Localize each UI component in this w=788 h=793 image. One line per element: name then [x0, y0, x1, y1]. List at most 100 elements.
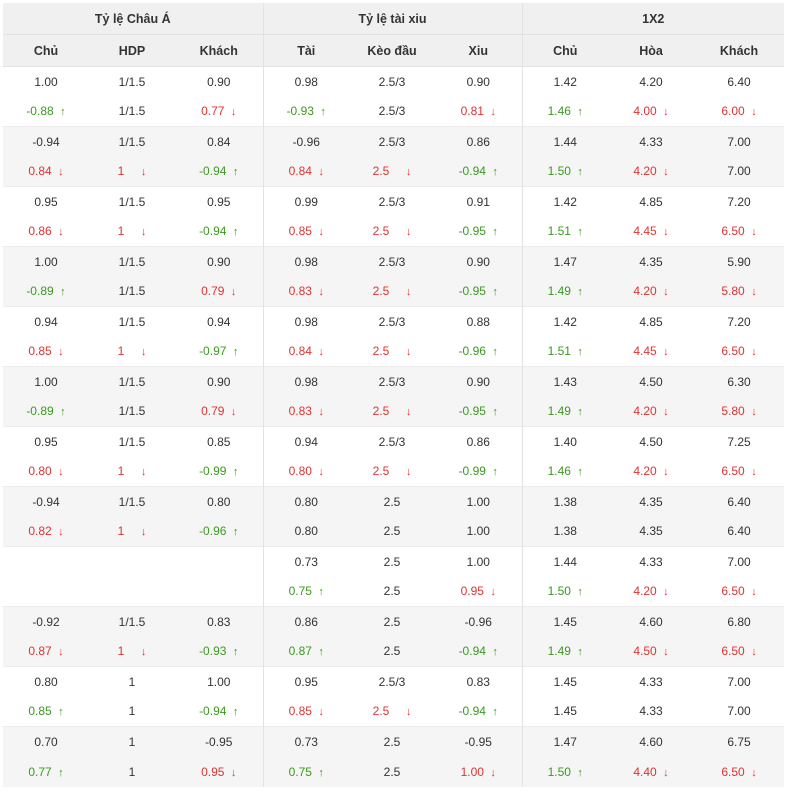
col-header-line: Kèo đầu	[349, 34, 435, 67]
odds-cell-1x2-draw: 4.20 ↓	[608, 156, 694, 187]
odds-value: 0.85	[207, 434, 231, 449]
odds-value: 0.83	[466, 674, 490, 689]
odds-value: 1	[117, 524, 125, 539]
odds-cell-1x2-away: 6.50 ↓	[694, 217, 784, 247]
odds-cell-under: 1.00 ↓	[435, 756, 523, 787]
odds-value: 4.35	[639, 524, 663, 539]
arrow-up-icon: ↑	[492, 166, 498, 179]
odds-value: 0.95	[460, 584, 484, 599]
odds-cell-away: 0.80	[175, 486, 264, 517]
odds-value: -0.96	[199, 524, 227, 539]
odds-cell-line: 2.5 ↓	[349, 457, 435, 487]
odds-value: 1.00	[466, 554, 490, 569]
odds-value: 4.40	[633, 764, 657, 779]
odds-row-opening: 0.73 2.5 1.00 1.44 4.33 7.00	[3, 546, 785, 577]
odds-cell-1x2-away: 6.40	[694, 67, 784, 97]
odds-cell-line: 2.5 ↓	[349, 697, 435, 727]
odds-value: 2.5/3	[378, 134, 406, 149]
odds-cell-over: 0.83 ↓	[263, 396, 349, 427]
odds-cell-under: 0.86	[435, 126, 523, 157]
arrow-up-icon: ↑	[60, 106, 66, 119]
odds-value: 1.42	[553, 314, 577, 329]
odds-cell-line: 2.5	[349, 726, 435, 757]
odds-cell-over: 0.75 ↑	[263, 756, 349, 787]
arrow-down-icon: ↓	[140, 346, 147, 359]
odds-cell-hdp: 1 ↓	[89, 636, 175, 667]
odds-cell-over: 0.98	[263, 306, 349, 337]
odds-cell-under: 1.00	[435, 486, 523, 517]
odds-cell-hdp: 1/1.5	[89, 246, 175, 277]
odds-cell-line: 2.5	[349, 546, 435, 577]
arrow-down-icon: ↓	[405, 406, 412, 419]
odds-value: 4.00	[633, 104, 657, 119]
odds-cell-1x2-draw: 4.00 ↓	[608, 97, 694, 127]
odds-cell-home: 0.94	[3, 306, 89, 337]
arrow-up-icon: ↑	[492, 646, 498, 659]
odds-row-live: 0.85 ↓ 1 ↓ -0.97 ↑ 0.84 ↓ 2.5 ↓ -0.96 ↑ 1.51 ↑ 4.45 ↓ 6.…	[3, 336, 784, 367]
odds-cell-away: -0.96 ↑	[175, 516, 264, 547]
odds-cell-over: 0.98	[263, 246, 349, 277]
odds-value: 4.20	[639, 74, 663, 89]
odds-value: 0.80	[294, 494, 318, 509]
odds-value: 4.20	[633, 584, 657, 599]
odds-value: 1.44	[553, 134, 577, 149]
odds-cell-home: 1.00	[3, 246, 89, 277]
arrow-down-icon: ↓	[405, 346, 412, 359]
odds-value: 0.84	[28, 164, 52, 179]
odds-cell-1x2-home: 1.50 ↑	[522, 577, 608, 607]
odds-cell-line: 2.5/3	[349, 97, 435, 127]
arrow-up-icon: ↑	[577, 646, 583, 659]
arrow-up-icon: ↑	[492, 286, 498, 299]
arrow-down-icon: ↓	[58, 526, 64, 539]
odds-value: 2.5	[383, 764, 401, 779]
arrow-down-icon: ↓	[751, 646, 757, 659]
odds-value: 0.94	[34, 314, 58, 329]
odds-cell-away: 0.77 ↓	[175, 96, 264, 127]
odds-cell-1x2-draw: 4.35	[608, 246, 694, 277]
odds-value: 4.50	[639, 374, 663, 389]
odds-row-opening: 1.00 1/1.5 0.90 0.98 2.5/3 0.90 1.42 4.20 6.40	[3, 66, 784, 97]
odds-cell-1x2-home: 1.45	[522, 666, 608, 697]
odds-value: 0.98	[294, 74, 318, 89]
odds-cell-under: 0.95 ↓	[435, 576, 523, 607]
odds-value: 7.00	[727, 164, 751, 179]
odds-cell-line: 2.5 ↓	[349, 156, 435, 187]
odds-row-opening: 0.70 1 -0.95 0.73 2.5 -0.95 1.47 4.60 6.75	[3, 726, 785, 757]
odds-value: 4.50	[633, 644, 657, 659]
odds-value: 6.75	[727, 734, 751, 749]
odds-cell-hdp: 1	[89, 666, 175, 697]
odds-value: 6.40	[727, 74, 751, 89]
odds-cell-1x2-away: 6.40	[694, 486, 785, 517]
odds-cell-1x2-away: 7.20	[694, 186, 785, 217]
odds-value: 0.83	[288, 284, 312, 299]
odds-cell-line: 2.5/3	[349, 186, 435, 217]
arrow-up-icon: ↑	[577, 466, 583, 479]
odds-row-live: -0.89 ↑ 1/1.5 0.79 ↓ 0.83 ↓ 2.5 ↓ -0.95 ↑ 1.49 ↑ 4.20…	[3, 276, 785, 307]
odds-cell-1x2-draw: 4.33	[608, 126, 694, 157]
odds-cell-line: 2.5/3	[349, 67, 435, 97]
odds-cell-line: 2.5/3	[349, 666, 435, 697]
arrow-up-icon: ↑	[492, 706, 498, 719]
arrow-down-icon: ↓	[405, 286, 412, 299]
odds-cell-away: 0.90	[175, 66, 264, 97]
odds-value: 0.85	[28, 704, 52, 719]
arrow-down-icon: ↓	[405, 466, 412, 479]
odds-row-opening: 0.95 1/1.5 0.85 0.94 2.5/3 0.86 1.40 4.50 7.25	[3, 426, 785, 457]
odds-cell-home: -0.89 ↑	[3, 276, 89, 307]
odds-cell-line: 2.5	[349, 636, 435, 667]
odds-cell-over: 0.95	[263, 666, 349, 697]
arrow-up-icon: ↑	[232, 346, 239, 359]
arrow-down-icon: ↓	[751, 226, 757, 239]
odds-cell-home	[3, 546, 89, 577]
odds-cell-over: 0.98	[263, 67, 349, 97]
arrow-up-icon: ↑	[577, 226, 583, 239]
arrow-down-icon: ↓	[751, 106, 757, 119]
odds-value: -0.94	[199, 704, 227, 719]
odds-row-live: 0.84 ↓ 1 ↓ -0.94 ↑ 0.84 ↓ 2.5 ↓ -0.94 ↑ 1.50 ↑ 4.20 ↓ 7.…	[3, 156, 785, 187]
odds-value: 0.73	[294, 734, 318, 749]
odds-value: 2.5	[372, 224, 390, 239]
arrow-up-icon: ↑	[492, 226, 498, 239]
odds-cell-line: 2.5/3	[349, 306, 435, 337]
odds-cell-under: 0.90	[435, 246, 523, 277]
odds-cell-1x2-draw: 4.33	[608, 546, 694, 577]
